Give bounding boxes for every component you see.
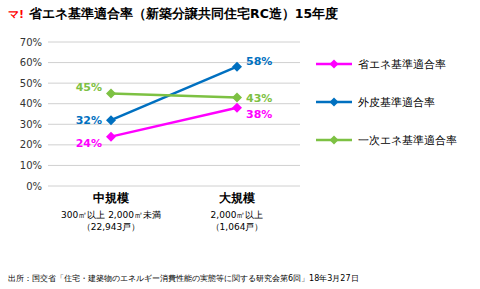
data-label: 58%	[246, 55, 272, 68]
legend-marker	[330, 60, 339, 69]
marker	[232, 93, 242, 103]
marker	[106, 115, 116, 125]
legend-item: 外皮基準適合率	[316, 96, 435, 108]
legend-marker	[330, 136, 339, 145]
legend-label: 一次エネ基準適合率	[358, 134, 457, 146]
legend-item: 省エネ基準適合率	[316, 58, 446, 70]
data-label: 32%	[76, 114, 102, 127]
y-tick-label: 70%	[20, 37, 42, 48]
y-tick-label: 0%	[26, 181, 42, 192]
marker	[106, 88, 116, 98]
y-tick-label: 40%	[20, 98, 42, 109]
grid-line	[48, 42, 300, 43]
series-line	[111, 67, 237, 120]
data-label: 38%	[246, 108, 272, 121]
footer: 出所：国交省「住宅・建築物のエネルギー消費性能の実態等に関する研究会第6回」18…	[8, 274, 359, 283]
marker	[232, 62, 242, 72]
category-label-line: 2,000㎡以上	[211, 210, 264, 220]
y-tick-label: 50%	[20, 78, 42, 89]
data-label: 24%	[76, 137, 102, 150]
plot-area	[106, 62, 242, 142]
marker	[232, 103, 242, 113]
y-tick-label: 30%	[20, 119, 42, 130]
data-label: 45%	[76, 81, 102, 94]
data-label: 43%	[246, 92, 272, 105]
chart: マ! 省エネ基準適合率（新築分譲共同住宅RC造）15年度 0% 10% 20% 30% 40…	[0, 0, 480, 289]
category-label: 中規模 300㎡以上 2,000㎡未満 （22,943戸）	[61, 191, 161, 232]
marker	[106, 132, 116, 142]
title-prefix: マ!	[8, 8, 24, 21]
y-tick-label: 20%	[20, 139, 42, 150]
legend-label: 外皮基準適合率	[358, 96, 435, 108]
category-label-line: （1,064戸）	[211, 222, 264, 232]
category-label-line: 大規模	[219, 191, 255, 205]
series-line	[111, 93, 237, 97]
y-tick-label: 10%	[20, 160, 42, 171]
legend-label: 省エネ基準適合率	[358, 58, 446, 70]
legend-item: 一次エネ基準適合率	[316, 134, 457, 146]
category-label-line: 中規模	[93, 191, 129, 205]
y-tick-label: 60%	[20, 57, 42, 68]
legend-marker	[330, 98, 339, 107]
category-label-line: （22,943戸）	[82, 222, 141, 232]
grid-line	[48, 186, 300, 187]
grid-line	[48, 165, 300, 166]
category-label: 大規模 2,000㎡以上 （1,064戸）	[211, 191, 264, 232]
category-label-line: 300㎡以上 2,000㎡未満	[61, 210, 161, 220]
title: 省エネ基準適合率（新築分譲共同住宅RC造）15年度	[28, 6, 338, 21]
